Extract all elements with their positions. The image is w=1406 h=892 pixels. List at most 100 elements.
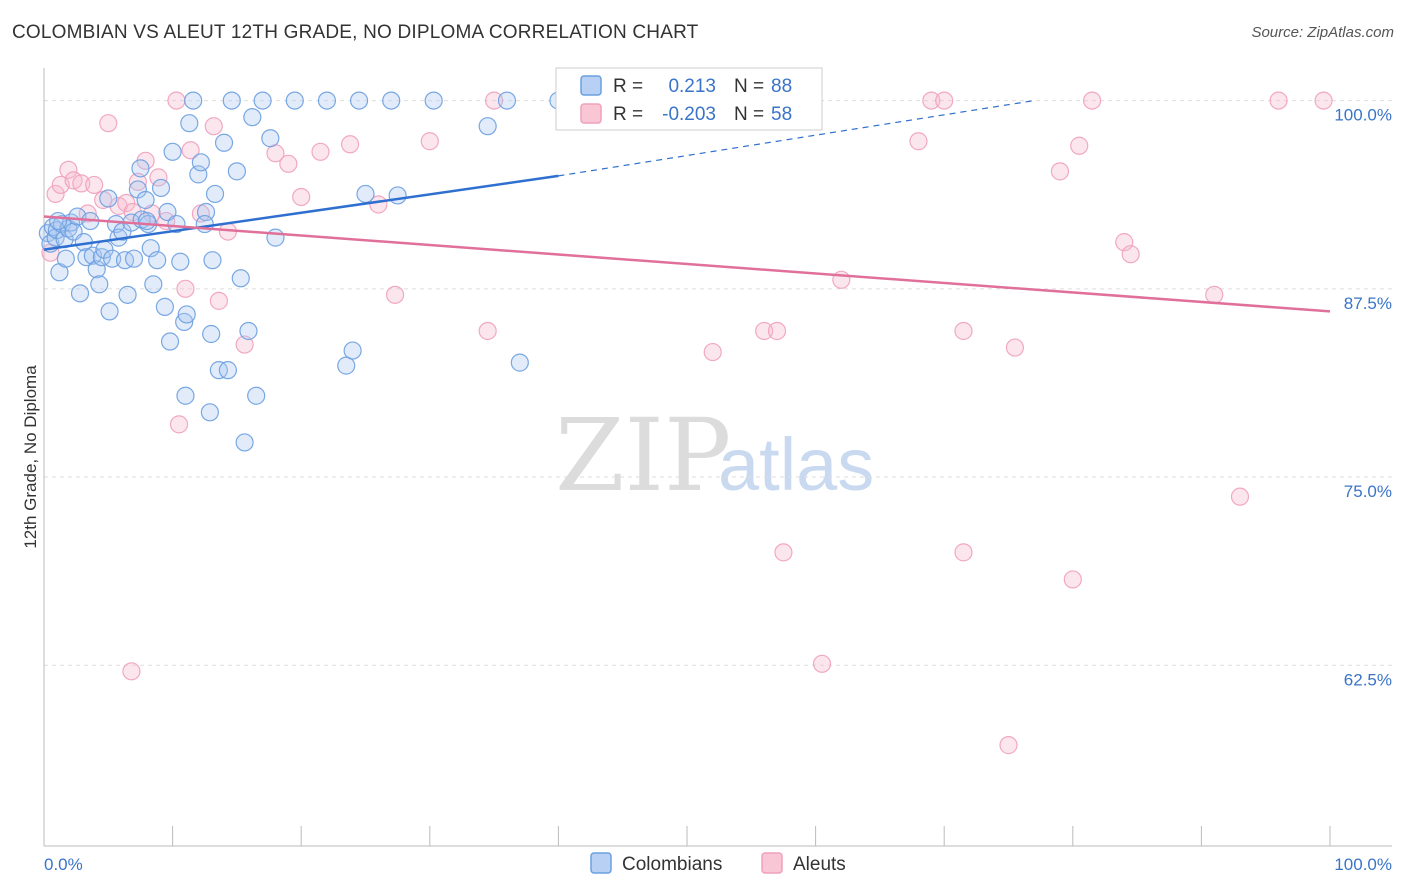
legend-aleuts-n-label: N = [734, 104, 764, 125]
colombians-point [203, 251, 222, 270]
aleuts-point [909, 132, 928, 151]
colombians-point [99, 189, 118, 208]
y-tick-label: 87.5% [1344, 294, 1392, 313]
trend-lines [43, 99, 1331, 313]
colombians-point [176, 386, 195, 405]
aleuts-point [999, 736, 1018, 755]
bottom-legend-swatch-colombians [590, 852, 612, 874]
aleuts-point [176, 279, 195, 298]
colombians-point [106, 214, 126, 234]
colombians-point [191, 153, 210, 172]
colombians-point [137, 211, 156, 231]
y-tick-label: 62.5% [1344, 670, 1392, 689]
colombians-point [136, 190, 155, 210]
colombians-point [83, 246, 102, 265]
aleuts-point [954, 321, 973, 341]
aleuts-point [420, 132, 439, 151]
aleuts-point [169, 415, 189, 434]
legend-aleuts-n-value: 58 [771, 104, 792, 125]
aleuts-point [235, 335, 254, 354]
colombians-point [163, 142, 182, 161]
colombians-point [247, 386, 266, 405]
watermark-zip: ZIP [555, 397, 731, 514]
aleuts-point [1121, 245, 1140, 264]
aleuts-point [922, 91, 941, 110]
series-legend: Colombians Aleuts [590, 852, 846, 875]
aleuts-point [99, 114, 118, 133]
colombians-point [349, 91, 369, 110]
aleuts-point [85, 175, 104, 195]
colombians-point [478, 117, 497, 136]
colombians-point [118, 285, 137, 304]
colombians-point [167, 214, 186, 234]
aleuts-point [485, 91, 504, 110]
bottom-legend-swatch-aleuts [761, 852, 783, 874]
legend-colombians-r-label: R = [613, 76, 643, 97]
aleuts-point [767, 321, 787, 341]
aleuts-point [478, 321, 497, 341]
y-tick-label: 75.0% [1344, 482, 1392, 501]
legend-swatch-colombians [580, 75, 602, 96]
colombians-trend-line [43, 174, 559, 251]
chart-title: COLOMBIAN VS ALEUT 12TH GRADE, NO DIPLOM… [12, 22, 699, 43]
aleuts-point [1063, 570, 1082, 589]
colombians-point [177, 305, 196, 324]
aleuts-point [292, 187, 311, 207]
aleuts-point [1005, 338, 1025, 357]
colombians-point [124, 249, 144, 268]
colombians-point [356, 184, 375, 204]
colombians-point [497, 91, 517, 110]
colombians-point [115, 251, 135, 270]
aleuts-point [209, 291, 228, 310]
colombians-point [131, 159, 150, 178]
legend-colombians-r-value: 0.213 [668, 76, 716, 97]
colombians-point [222, 91, 241, 110]
legend-colombians-n-label: N = [734, 76, 764, 97]
colombians-point [49, 211, 68, 231]
legend-aleuts-r-value: -0.203 [662, 104, 716, 125]
colombians-point [171, 252, 190, 271]
aleuts-point [311, 142, 330, 161]
aleuts-point [1082, 91, 1102, 110]
colombians-point [388, 186, 407, 205]
colombians-point [343, 341, 362, 360]
colombians-point [382, 91, 401, 110]
y-tick-label: 100.0% [1334, 106, 1392, 125]
aleuts-point [1050, 162, 1070, 181]
colombians-point [70, 284, 90, 303]
colombians-point [227, 162, 246, 181]
colombians-point [200, 403, 219, 422]
colombians-point [184, 91, 203, 110]
colombians-trend-extension [558, 99, 1035, 177]
colombians-point [155, 297, 174, 316]
colombians-point [180, 114, 199, 133]
colombians-point [218, 361, 237, 380]
aleuts-point [774, 543, 793, 562]
aleuts-point [204, 117, 223, 136]
aleuts-point [954, 543, 973, 562]
colombians-point [510, 353, 529, 372]
aleuts-point [340, 135, 360, 154]
colombians-point [202, 324, 221, 344]
legend-aleuts-r-label: R = [613, 104, 643, 125]
aleuts-point [1070, 136, 1089, 155]
colombians-point [253, 91, 272, 110]
aleuts-point [117, 193, 136, 213]
colombians-point [87, 260, 106, 279]
aleuts-point [812, 654, 832, 673]
colombians-point [160, 332, 180, 351]
aleuts-point [1269, 91, 1288, 110]
x-axis-ticks [43, 826, 1331, 846]
aleuts-point [1230, 487, 1250, 506]
colombians-point [158, 202, 177, 222]
aleuts-point [703, 342, 722, 362]
aleuts-point [279, 154, 298, 173]
colombians-point [285, 91, 304, 110]
colombians-point [214, 133, 234, 152]
colombians-point [151, 178, 171, 198]
colombians-point [144, 275, 163, 294]
watermark-atlas: atlas [718, 423, 874, 506]
colombians-point [337, 356, 356, 375]
correlation-legend: R = 0.213 N = 88 R = -0.203 N = 58 [555, 67, 823, 131]
colombians-points [38, 91, 568, 452]
